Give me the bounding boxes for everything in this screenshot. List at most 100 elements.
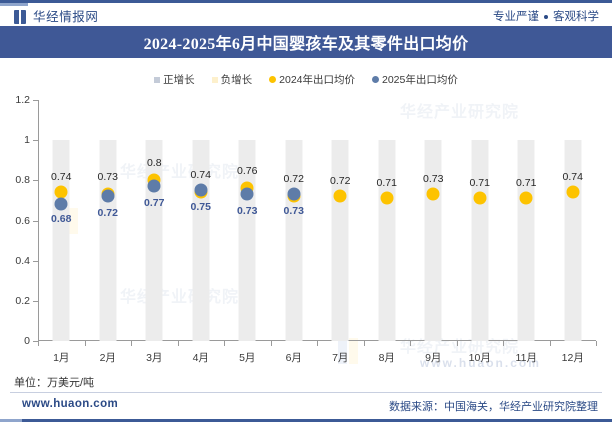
- y-axis-tick: [33, 341, 38, 342]
- legend-label: 正增长: [163, 74, 195, 86]
- column-band: [517, 140, 535, 341]
- accent-line: [0, 3, 28, 6]
- data-label: 0.73: [423, 173, 444, 186]
- x-axis-tick: [224, 341, 225, 346]
- legend-item[interactable]: 正增长: [154, 72, 195, 87]
- data-label: 0.73: [283, 205, 304, 218]
- x-axis-label: 2月: [99, 352, 116, 364]
- legend-swatch-square-icon: [154, 76, 161, 83]
- data-label: 0.72: [97, 207, 118, 220]
- y-axis-label: 0.8: [15, 174, 30, 187]
- plot-area: 0 0.2 0.4 0.6 0.8 1 1.2 1月 2月 3月 4月 5月 6月 7月 8月 9月 10月 11…: [15, 94, 597, 364]
- column-band: [52, 140, 70, 341]
- unit-label: 单位：万美元/吨: [14, 377, 95, 389]
- bottom-bar: [0, 419, 612, 422]
- book-logo-icon: [14, 10, 27, 24]
- column-band: [471, 140, 489, 341]
- data-point-marker[interactable]: [101, 189, 115, 203]
- x-axis-tick: [84, 341, 86, 346]
- x-axis-line: [38, 340, 596, 341]
- x-axis-tick: [317, 341, 318, 346]
- legend-swatch-circle-icon: [269, 76, 277, 83]
- y-axis-label: 1: [24, 134, 30, 147]
- data-point-marker[interactable]: [473, 191, 487, 205]
- column-band: [378, 140, 396, 341]
- data-point-marker[interactable]: [54, 185, 68, 199]
- y-axis-label: 0.6: [15, 214, 30, 227]
- legend-swatch-square-icon: [211, 76, 218, 83]
- x-axis-tick: [270, 341, 272, 346]
- x-axis-tick: [38, 341, 39, 346]
- column-band: [424, 140, 442, 341]
- data-point-marker[interactable]: [194, 183, 208, 197]
- bullet-dot-icon: [544, 15, 548, 19]
- data-point-marker[interactable]: [380, 191, 394, 205]
- y-axis-tick: [33, 180, 38, 182]
- brand-name: 华经情报网: [33, 10, 99, 24]
- data-label: 0.74: [190, 169, 211, 182]
- legend-swatch-circle-icon: [372, 76, 379, 83]
- column-band: [285, 140, 303, 341]
- data-label: 0.71: [376, 177, 397, 190]
- y-axis-tick: [33, 220, 38, 222]
- y-axis-label: 0.4: [15, 254, 30, 267]
- x-axis-tick: [503, 341, 504, 346]
- data-label: 0.71: [516, 177, 537, 190]
- x-axis-tick: [131, 341, 132, 346]
- data-label: 0.73: [237, 205, 258, 218]
- x-axis-label: 12月: [561, 352, 584, 364]
- x-axis-tick: [363, 341, 365, 346]
- data-point-marker[interactable]: [333, 189, 347, 203]
- data-point-marker[interactable]: [426, 187, 440, 201]
- legend-item[interactable]: 负增长: [211, 72, 253, 87]
- data-label: 0.8: [146, 157, 162, 170]
- column-band: [145, 140, 163, 341]
- column-band: [99, 140, 117, 341]
- x-axis-label: 6月: [285, 352, 302, 364]
- data-point-marker[interactable]: [519, 191, 533, 205]
- legend-label: 2024年出口均价: [279, 74, 355, 86]
- data-label: 0.77: [144, 197, 165, 210]
- chart-legend: 正增长 负增长 2024年出口均价 2025年出口均价: [0, 72, 612, 87]
- legend-label: 2025年出口均价: [382, 74, 458, 86]
- x-axis-label: 5月: [239, 352, 256, 364]
- brand: 华经情报网: [14, 6, 99, 28]
- y-axis-tick: [33, 300, 38, 302]
- column-band: [564, 140, 582, 341]
- page-title: 2024-2025年6月中国婴孩车及其零件出口均价: [143, 36, 469, 53]
- x-axis-label: 4月: [192, 352, 209, 364]
- legend-label: 负增长: [220, 74, 253, 86]
- column-band: [331, 140, 349, 341]
- y-axis-label: 1.2: [15, 94, 30, 106]
- data-point-marker[interactable]: [240, 187, 254, 201]
- top-brand-bar: 华经情报网 专业严谨 客观科学: [0, 0, 612, 29]
- data-point-marker[interactable]: [566, 185, 580, 199]
- legend-item[interactable]: 2025年出口均价: [372, 72, 458, 87]
- data-label: 0.72: [283, 173, 304, 186]
- bottom-bar-accent: [0, 419, 22, 422]
- data-point-marker[interactable]: [287, 187, 301, 201]
- x-axis-tick: [456, 341, 458, 346]
- data-label: 0.74: [562, 171, 583, 184]
- footer-source: 数据来源：中国海关，华经产业研究院整理: [389, 401, 598, 413]
- data-point-marker[interactable]: [147, 179, 161, 193]
- x-axis-label: 10月: [468, 352, 491, 364]
- footer-url[interactable]: www.huaon.com: [22, 398, 119, 410]
- data-label: 0.71: [469, 177, 490, 190]
- x-axis-label: 3月: [146, 352, 163, 364]
- data-point-marker[interactable]: [54, 197, 68, 211]
- tagline-right: 客观科学: [553, 11, 599, 23]
- y-axis-tick: [33, 260, 38, 262]
- footer-divider: [10, 392, 602, 393]
- x-axis-tick: [596, 341, 597, 346]
- data-label: 0.75: [190, 201, 211, 214]
- x-axis-tick: [177, 341, 179, 346]
- y-axis-line: [38, 100, 39, 341]
- data-label: 0.76: [237, 165, 258, 178]
- x-axis-label: 9月: [425, 352, 442, 364]
- y-axis-tick: [33, 140, 38, 142]
- legend-item[interactable]: 2024年出口均价: [269, 72, 355, 87]
- tagline: 专业严谨 客观科学: [493, 6, 599, 28]
- x-axis-tick: [410, 341, 411, 346]
- footer: www.huaon.com 数据来源：中国海关，华经产业研究院整理: [0, 393, 612, 422]
